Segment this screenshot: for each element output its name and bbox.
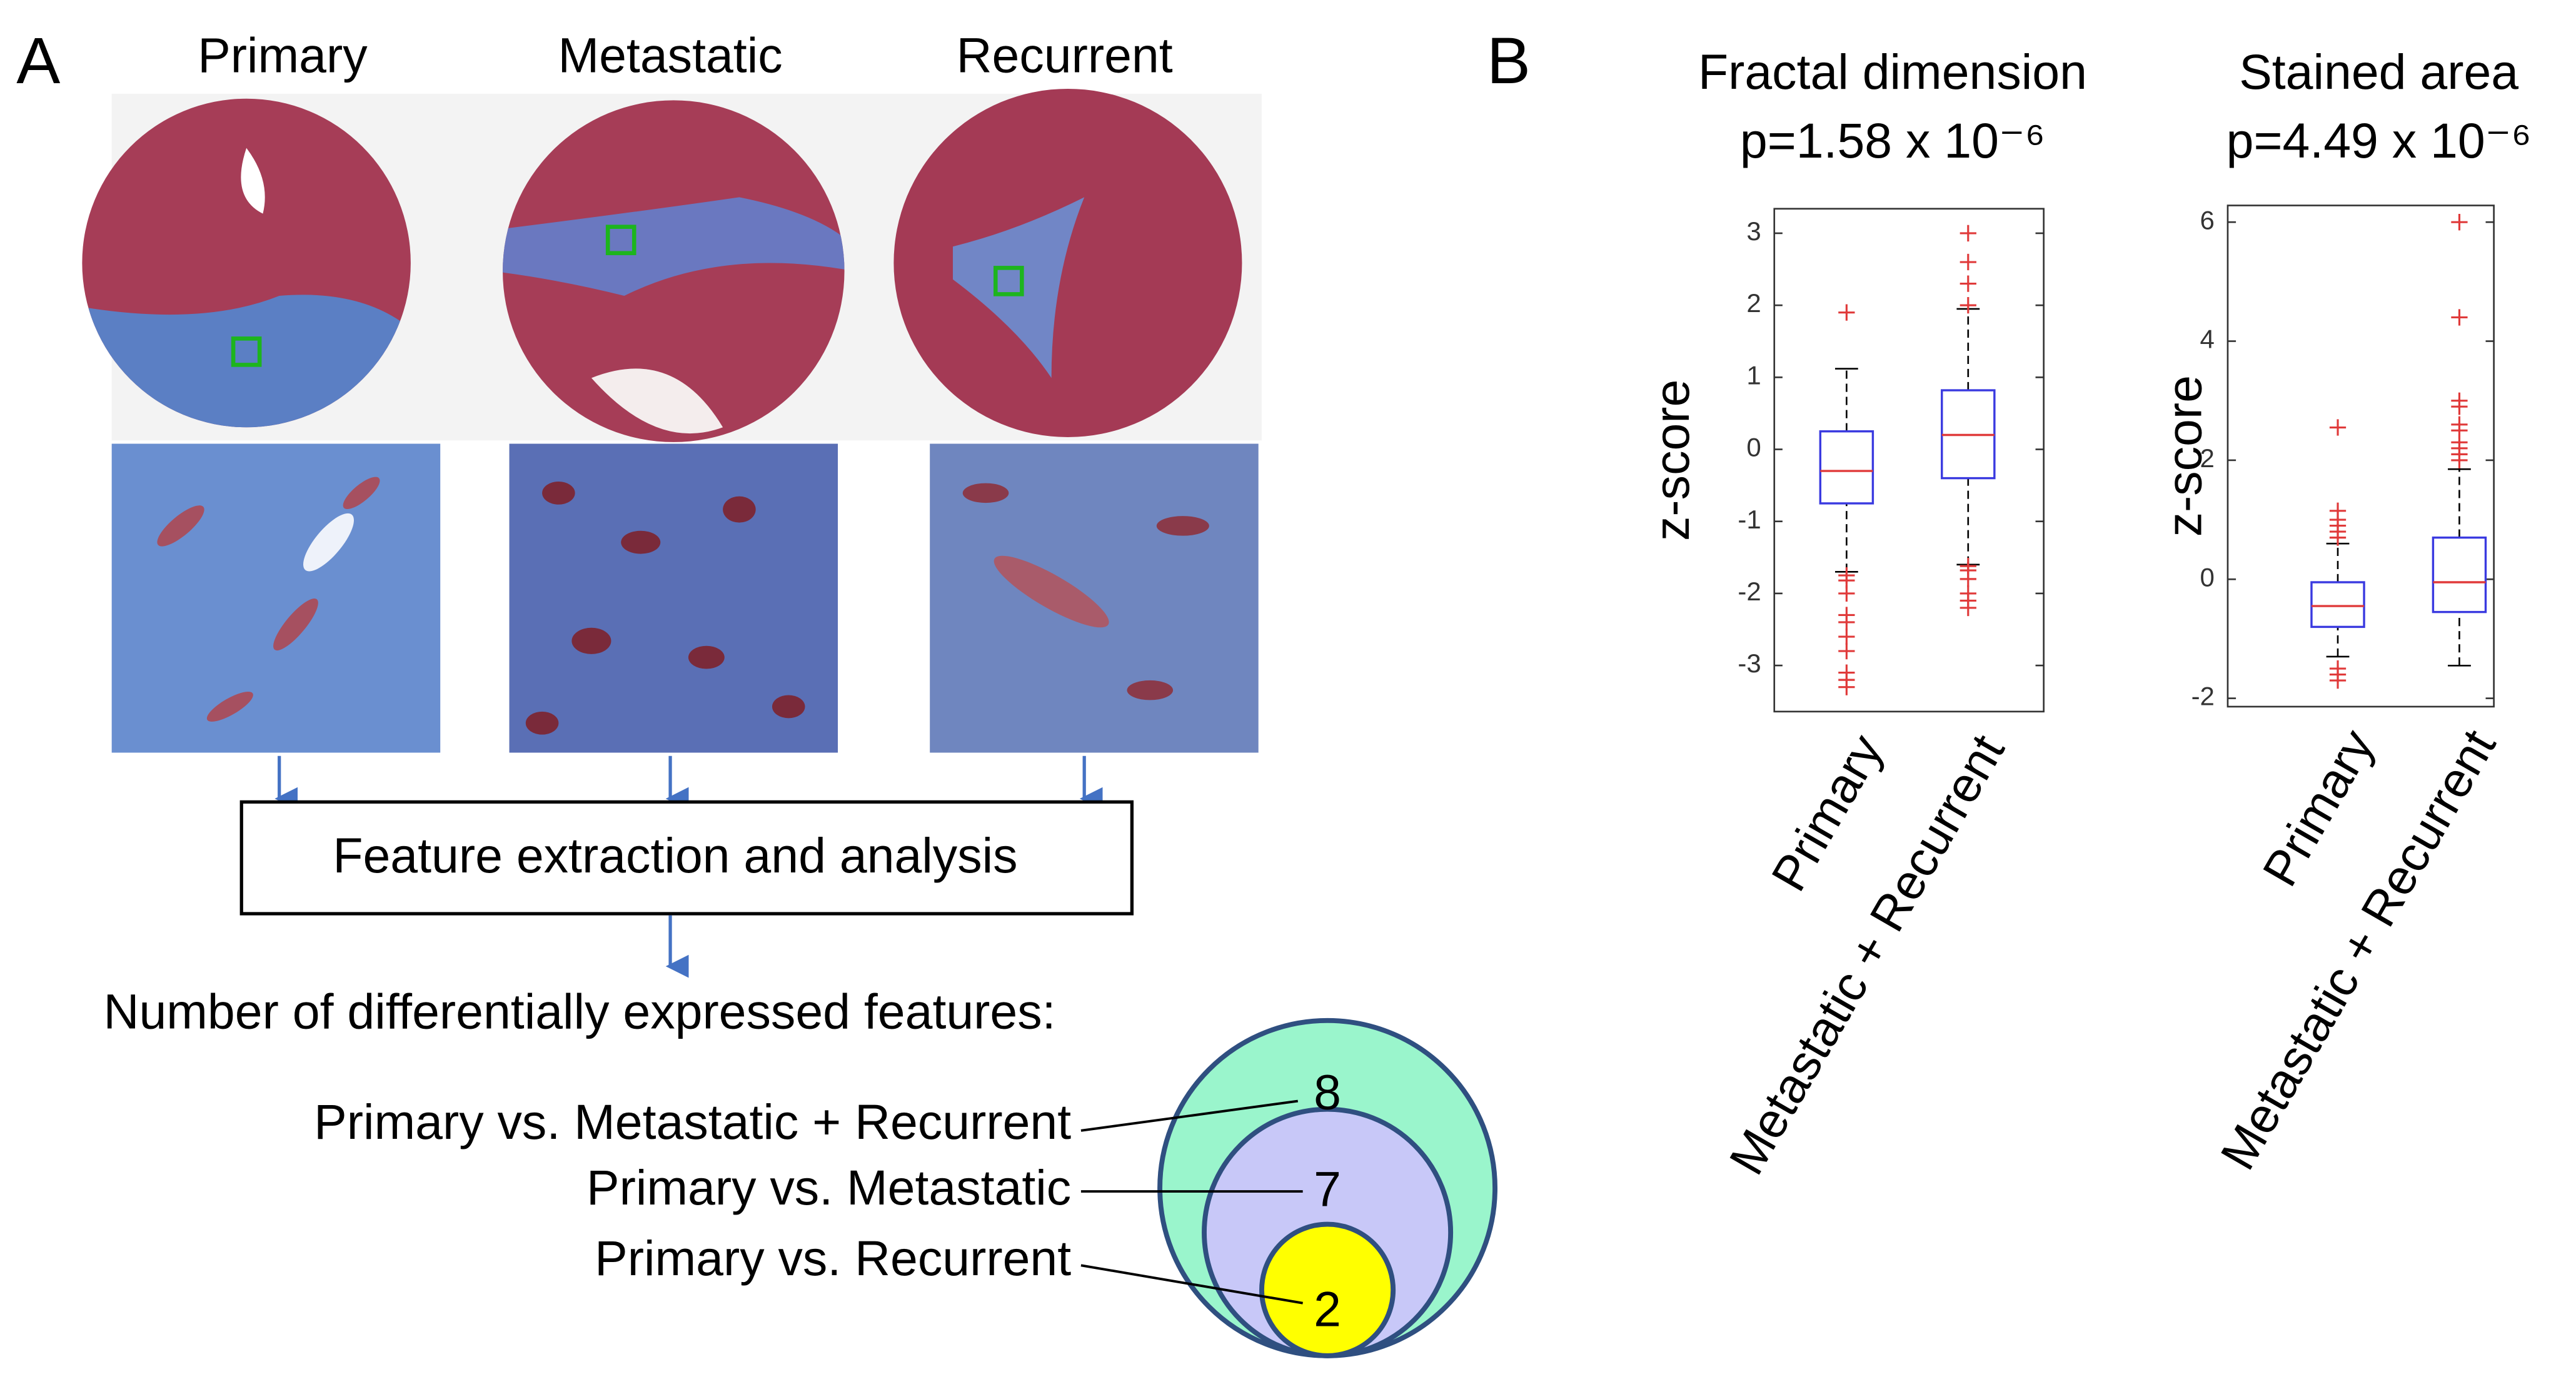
tissue-core	[503, 100, 845, 442]
outlier	[2451, 309, 2468, 326]
venn-label: Primary vs. Recurrent	[595, 1231, 1071, 1286]
outlier	[2451, 398, 2468, 415]
venn-count: 8	[1314, 1064, 1341, 1119]
outlier	[1838, 642, 1855, 660]
chart-title: Fractal dimension	[1698, 44, 2087, 99]
leader-line	[1080, 1264, 1303, 1305]
column-title: Recurrent	[957, 28, 1173, 83]
y-tick-label: 4	[2200, 325, 2215, 354]
y-tick-label: 3	[1746, 216, 1761, 246]
column-title: Metastatic	[558, 28, 782, 83]
y-tick-label: 6	[2200, 205, 2215, 235]
y-tick-label: -1	[1738, 505, 1761, 534]
y-tick-label: 2	[1746, 288, 1761, 318]
process-text: Feature extraction and analysis	[333, 828, 1017, 883]
y-tick-label: 0	[2200, 562, 2215, 592]
zoom-image	[111, 443, 441, 753]
outlier	[2451, 452, 2468, 469]
outlier	[1960, 296, 1976, 314]
x-tick-label: Primary	[1761, 725, 1893, 901]
outlier	[1960, 275, 1976, 292]
venn-title: Number of differentially expressed featu…	[104, 984, 1056, 1039]
outlier	[2451, 214, 2468, 231]
outlier	[2329, 672, 2347, 689]
outlier	[1960, 225, 1976, 242]
column-title: Primary	[198, 28, 368, 83]
box	[2432, 536, 2487, 614]
outlier	[1838, 614, 1855, 631]
process-box	[239, 800, 1134, 916]
outlier	[1838, 679, 1855, 695]
y-tick-label: 2	[2200, 443, 2215, 473]
venn-label: Primary vs. Metastatic	[586, 1160, 1071, 1215]
chart-title: Stained area	[2239, 44, 2518, 99]
chart-subtitle: p=1.58 x 10⁻⁶	[1740, 113, 2045, 168]
outlier	[1960, 599, 1976, 617]
y-tick-label: -3	[1738, 649, 1761, 678]
outlier	[2329, 529, 2347, 546]
plot-area	[2226, 205, 2495, 708]
y-axis-label: z-score	[1644, 380, 1699, 541]
y-tick-label: -2	[2191, 682, 2215, 711]
venn-count: 7	[1314, 1162, 1341, 1217]
outlier	[1838, 628, 1855, 645]
venn-count: 2	[1314, 1281, 1341, 1336]
tissue-core	[893, 88, 1242, 438]
y-tick-label: -2	[1738, 577, 1761, 606]
y-tick-label: 1	[1746, 360, 1761, 390]
x-tick-label: Primary	[2252, 720, 2385, 896]
panel-label: B	[1487, 24, 1531, 98]
venn-circle	[1259, 1221, 1396, 1358]
outlier	[2329, 419, 2347, 436]
y-tick-label: 0	[1746, 433, 1761, 462]
outlier	[1960, 253, 1976, 271]
outlier	[1960, 570, 1976, 587]
plot-area	[1773, 208, 2045, 713]
outlier	[1838, 585, 1855, 602]
panel-label: A	[16, 24, 60, 98]
box	[2310, 581, 2365, 629]
zoom-image	[509, 443, 838, 753]
leader-line	[1080, 1099, 1299, 1132]
y-axis-label: z-score	[2157, 375, 2212, 537]
chart-subtitle: p=4.49 x 10⁻⁶	[2226, 113, 2532, 168]
box	[1819, 430, 1874, 505]
zoom-image	[930, 443, 1259, 753]
venn-label: Primary vs. Metastatic + Recurrent	[314, 1094, 1071, 1149]
outlier	[1838, 304, 1855, 321]
